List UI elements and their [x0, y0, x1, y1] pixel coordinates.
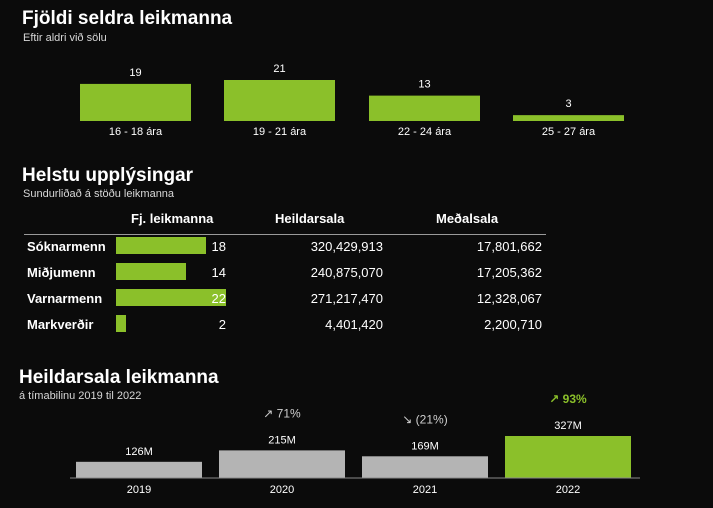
row-total-sales: 240,875,070	[310, 265, 383, 280]
row-count-bar	[116, 237, 206, 254]
table-row[interactable]: Miðjumenn 14 240,875,070 17,205,362	[24, 261, 546, 287]
info-table-title: Helstu upplýsingar	[22, 165, 194, 186]
sales-bar-value-label: 327M	[554, 420, 582, 432]
row-position-name: Markverðir	[27, 317, 94, 332]
sales-bar	[76, 461, 202, 478]
table-row[interactable]: Sóknarmenn 18 320,429,913 17,801,662	[24, 235, 546, 261]
row-position-name: Miðjumenn	[27, 265, 96, 280]
row-average-sales: 17,205,362	[476, 265, 542, 280]
sales-chart-title: Heildarsala leikmanna	[19, 367, 219, 388]
sales-change-label: ↗ 71%	[263, 406, 301, 420]
sales-change-label: ↘ (21%)	[402, 412, 447, 426]
row-position-name: Varnarmenn	[27, 291, 103, 306]
sales-year-label: 2022	[556, 484, 580, 496]
col-header-average[interactable]: Meðalsala	[436, 211, 499, 226]
age-bar-chart: 19 16 - 18 ára 21 19 - 21 ára 13 22 - 24 ára 3…	[80, 63, 624, 138]
sales-change-label: ↗ 93%	[549, 392, 587, 406]
row-average-sales: 17,801,662	[476, 239, 542, 254]
row-count-bar	[116, 289, 226, 306]
col-header-count[interactable]: Fj. leikmanna	[131, 211, 214, 226]
row-average-sales: 12,328,067	[476, 291, 542, 306]
row-average-sales: 2,200,710	[484, 317, 542, 332]
info-table-subtitle: Sundurliðað á stöðu leikmanna	[23, 188, 175, 200]
sales-bar	[362, 456, 488, 478]
age-bar-value-label: 3	[565, 98, 571, 110]
row-total-sales: 271,217,470	[310, 291, 383, 306]
sales-year-label: 2020	[270, 484, 294, 496]
age-category-label: 22 - 24 ára	[398, 126, 452, 138]
row-count-value: 2	[218, 317, 226, 332]
row-count-value: 22	[211, 291, 226, 306]
age-category-label: 25 - 27 ára	[542, 126, 596, 138]
age-bar	[513, 115, 624, 121]
col-header-total[interactable]: Heildarsala	[275, 211, 345, 226]
sales-bar-value-label: 126M	[125, 446, 153, 458]
age-category-label: 16 - 18 ára	[109, 126, 163, 138]
sales-year-label: 2019	[127, 484, 151, 496]
age-bar	[80, 83, 191, 121]
row-count-bar	[116, 315, 126, 332]
sales-bar	[505, 436, 631, 478]
sales-bar-value-label: 169M	[411, 440, 439, 452]
age-bar-value-label: 19	[129, 67, 141, 79]
row-count-bar	[116, 263, 186, 280]
row-count-value: 14	[211, 265, 226, 280]
table-header-divider	[24, 234, 546, 235]
age-chart-title: Fjöldi seldra leikmanna	[22, 8, 233, 29]
row-position-name: Sóknarmenn	[27, 239, 106, 254]
age-category-label: 19 - 21 ára	[253, 126, 307, 138]
age-bar-value-label: 13	[418, 79, 430, 91]
row-count-value: 18	[211, 239, 226, 254]
age-bar-value-label: 21	[273, 63, 285, 75]
sales-chart-subtitle: á tímabilinu 2019 til 2022	[19, 390, 142, 402]
sales-year-label: 2021	[413, 484, 437, 496]
age-bar	[369, 95, 480, 121]
sales-bar	[219, 450, 345, 478]
sales-bar-chart: 126M 2019 215M ↗ 71% 2020 169M ↘ (21%) 2021 327M…	[70, 392, 640, 496]
age-chart-subtitle: Eftir aldri við sölu	[23, 32, 107, 44]
row-total-sales: 320,429,913	[310, 239, 383, 254]
row-total-sales: 4,401,420	[325, 317, 383, 332]
table-row[interactable]: Markverðir 2 4,401,420 2,200,710	[24, 313, 546, 339]
sales-bar-value-label: 215M	[268, 434, 296, 446]
table-row[interactable]: Varnarmenn 22 271,217,470 12,328,067	[24, 287, 546, 313]
age-bar	[224, 80, 335, 121]
